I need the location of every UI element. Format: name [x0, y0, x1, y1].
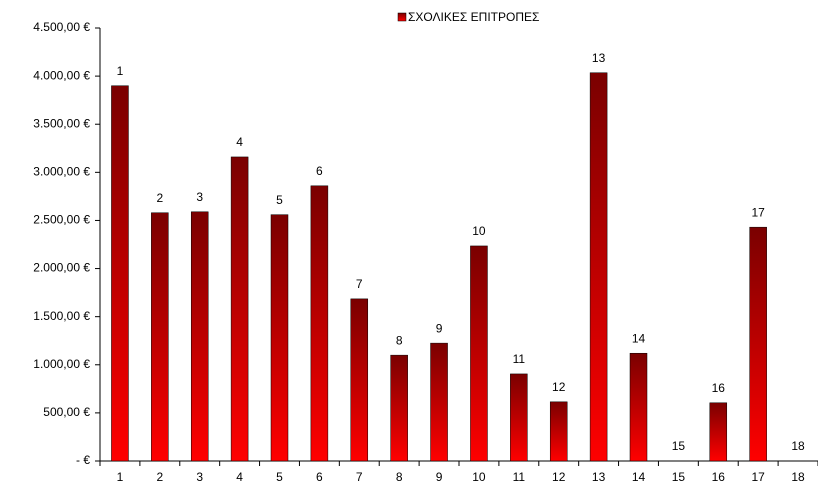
- x-tick-label: 14: [632, 470, 646, 484]
- y-tick-label: 4.500,00 €: [33, 20, 90, 34]
- bar: [549, 401, 568, 462]
- bar: [310, 185, 329, 462]
- x-tick-label: 3: [196, 470, 203, 484]
- x-tick-label: 2: [156, 470, 163, 484]
- legend-swatch: [397, 12, 407, 22]
- x-tick-label: 12: [552, 470, 566, 484]
- bar: [270, 214, 289, 462]
- data-label: 17: [751, 205, 765, 219]
- data-label: 11: [513, 352, 526, 366]
- bar: [749, 226, 767, 462]
- y-tick-label: 1.500,00 €: [33, 309, 90, 323]
- bar: [390, 354, 408, 462]
- bar: [430, 342, 448, 462]
- y-tick-label: 3.500,00 €: [33, 116, 90, 130]
- data-label: 10: [472, 224, 486, 238]
- x-tick-label: 18: [791, 470, 805, 484]
- data-label: 6: [316, 164, 323, 178]
- data-label: 9: [436, 321, 443, 335]
- data-label: 7: [356, 277, 363, 291]
- x-tick-label: 16: [712, 470, 726, 484]
- bar: [111, 85, 129, 462]
- y-tick-label: 2.500,00 €: [33, 213, 90, 227]
- data-label: 8: [396, 333, 403, 347]
- x-tick-label: 17: [751, 470, 765, 484]
- data-label: 16: [712, 381, 726, 395]
- y-tick-label: 3.000,00 €: [33, 165, 90, 179]
- data-label: 18: [791, 439, 805, 453]
- data-label: 2: [156, 191, 163, 205]
- x-tick-label: 11: [513, 470, 526, 484]
- bar: [350, 298, 369, 462]
- y-tick-label: 1.000,00 €: [33, 357, 90, 371]
- data-label: 14: [632, 331, 646, 345]
- data-label: 1: [117, 64, 124, 78]
- legend-label: ΣΧΟΛΙΚΕΣ ΕΠΙΤΡΟΠΕΣ: [408, 10, 539, 24]
- bar: [589, 72, 608, 462]
- y-tick-label: - €: [76, 453, 90, 467]
- data-label: 15: [672, 439, 686, 453]
- bar: [470, 245, 488, 462]
- x-tick-label: 10: [472, 470, 486, 484]
- x-tick-label: 4: [236, 470, 243, 484]
- x-tick-label: 13: [592, 470, 606, 484]
- data-label: 4: [236, 135, 243, 149]
- x-tick-label: 9: [436, 470, 443, 484]
- bar: [230, 156, 249, 462]
- bar: [151, 212, 169, 462]
- x-tick-label: 15: [672, 470, 686, 484]
- x-tick-label: 7: [356, 470, 363, 484]
- x-tick-label: 6: [316, 470, 323, 484]
- y-tick-label: 500,00 €: [43, 405, 90, 419]
- data-label: 13: [592, 51, 606, 65]
- data-label: 5: [276, 193, 283, 207]
- bar: [709, 402, 728, 462]
- x-tick-label: 1: [117, 470, 124, 484]
- x-tick-label: 8: [396, 470, 403, 484]
- y-tick-label: 4.000,00 €: [33, 68, 90, 82]
- bar: [190, 211, 209, 462]
- bar: [510, 373, 528, 462]
- data-label: 12: [552, 380, 566, 394]
- data-label: 3: [196, 190, 203, 204]
- y-tick-label: 2.000,00 €: [33, 261, 90, 275]
- x-tick-label: 5: [276, 470, 283, 484]
- bar: [629, 352, 648, 462]
